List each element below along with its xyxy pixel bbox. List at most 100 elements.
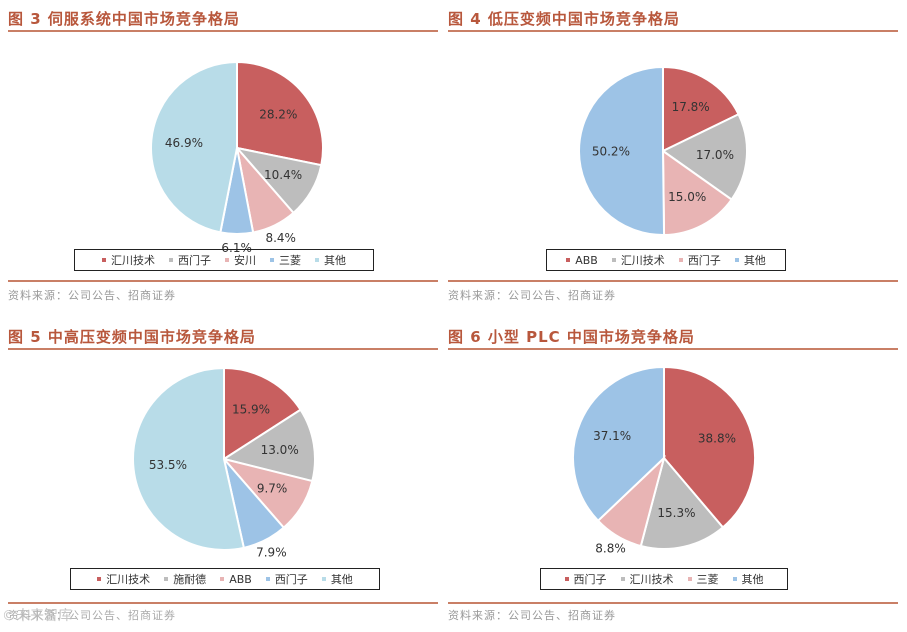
chart-legend: 汇川技术 施耐德 ABB 西门子 其他 — [70, 568, 380, 590]
legend-item: 西门子 — [678, 252, 721, 268]
data-label: 17.8% — [672, 100, 710, 114]
legend-label: 西门子 — [274, 573, 308, 586]
legend-label: ABB — [575, 253, 598, 267]
legend-label: 其他 — [324, 254, 346, 267]
bottom-rule — [448, 280, 898, 282]
legend-item: 其他 — [734, 252, 766, 268]
pie-slice — [662, 65, 740, 153]
data-label: 37.1% — [593, 429, 631, 443]
legend-item: 汇川技术 — [620, 571, 674, 587]
bottom-rule — [8, 280, 438, 282]
watermark: ©未来智库 — [2, 608, 72, 624]
chart-panel-small-plc: 图 6 小型 PLC 中国市场竞争格局 38.8% 15.3% 8.8% 37.1% … — [448, 326, 898, 626]
legend-label: 其他 — [743, 254, 766, 267]
pie-slice — [572, 365, 665, 523]
chart-legend: ABB 汇川技术 西门子 其他 — [546, 249, 786, 271]
legend-item: 西门子 — [169, 252, 211, 268]
chart-title: 图 3 伺服系统中国市场竞争格局 — [8, 10, 240, 28]
legend-swatch-icon — [225, 258, 229, 262]
source-note: 资料来源：公司公告、招商证券 — [8, 289, 176, 302]
legend-label: 汇川技术 — [629, 573, 674, 586]
data-label: 46.9% — [165, 136, 203, 150]
legend-label: 西门子 — [178, 254, 211, 267]
bottom-rule — [448, 602, 898, 604]
legend-label: 安川 — [234, 254, 256, 267]
chart-legend: 西门子 汇川技术 三菱 其他 — [540, 568, 788, 590]
legend-swatch-icon — [620, 577, 625, 581]
legend-item: 汇川技术 — [102, 252, 155, 268]
legend-item: ABB — [566, 254, 598, 267]
data-label: 38.8% — [698, 432, 736, 446]
legend-item: 西门子 — [265, 571, 308, 587]
data-label: 53.5% — [149, 458, 187, 472]
legend-swatch-icon — [315, 258, 319, 262]
title-rule — [448, 30, 898, 32]
data-label: 28.2% — [259, 107, 297, 121]
chart-title: 图 4 低压变频中国市场竞争格局 — [448, 10, 680, 28]
legend-swatch-icon — [97, 577, 102, 581]
pie-slice — [236, 60, 324, 167]
legend-item: 其他 — [732, 571, 764, 587]
legend-swatch-icon — [734, 258, 739, 262]
legend-label: 汇川技术 — [111, 254, 155, 267]
data-label: 9.7% — [257, 481, 288, 495]
pie-slice — [578, 65, 666, 236]
legend-label: 汇川技术 — [620, 254, 665, 267]
legend-label: 西门子 — [573, 573, 607, 586]
chart-title: 图 5 中高压变频中国市场竞争格局 — [8, 328, 256, 346]
source-note: 资料来源：公司公告、招商证券 — [448, 289, 616, 302]
pie-chart: 38.8% 15.3% 8.8% 37.1% — [572, 365, 756, 555]
data-label: 50.2% — [592, 144, 630, 158]
data-label: 15.3% — [657, 506, 695, 520]
pie-slice — [150, 60, 238, 234]
title-rule — [8, 348, 438, 350]
legend-item: 汇川技术 — [611, 252, 665, 268]
title-rule — [448, 348, 898, 350]
data-label: 7.9% — [256, 546, 287, 560]
legend-label: 西门子 — [687, 254, 721, 267]
pie-chart: 28.2% 10.4% 8.4% 6.1% 46.9% — [150, 60, 324, 255]
legend-label: 三菱 — [279, 254, 301, 267]
chart-title: 图 6 小型 PLC 中国市场竞争格局 — [448, 328, 695, 346]
pie-slice — [221, 408, 316, 483]
legend-item: 三菱 — [270, 252, 301, 268]
pie-slice — [223, 366, 302, 461]
data-label: 8.4% — [265, 231, 296, 245]
source-note: 资料来源：公司公告、招商证券 — [448, 609, 616, 622]
legend-item: 施耐德 — [164, 571, 206, 587]
legend-swatch-icon — [102, 258, 106, 262]
legend-swatch-icon — [270, 258, 274, 262]
legend-swatch-icon — [687, 577, 692, 581]
pie-slice — [132, 366, 246, 551]
chart-panel-low-voltage: 图 4 低压变频中国市场竞争格局 17.8% 17.0% 15.0% 50.2% AB… — [448, 8, 898, 308]
legend-swatch-icon — [265, 577, 270, 581]
source-note: 资料来源：公司公告、招商证券 — [8, 609, 176, 622]
pie-slice — [639, 455, 725, 550]
legend-label: 汇川技术 — [106, 573, 151, 586]
legend-swatch-icon — [564, 577, 569, 581]
legend-label: 其他 — [741, 573, 764, 586]
legend-label: ABB — [229, 572, 252, 586]
pie-slice — [663, 365, 756, 529]
legend-label: 其他 — [330, 573, 353, 586]
pie-chart: 15.9% 13.0% 9.7% 7.9% 53.5% — [132, 366, 316, 560]
legend-item: 西门子 — [564, 571, 607, 587]
data-label: 13.0% — [261, 443, 299, 457]
pie-slice — [661, 112, 748, 201]
legend-item: 其他 — [315, 252, 346, 268]
legend-item: 其他 — [321, 571, 353, 587]
pie-slice — [661, 149, 733, 237]
data-label: 6.1% — [221, 241, 252, 255]
legend-item: 汇川技术 — [97, 571, 150, 587]
data-label: 15.9% — [232, 402, 270, 416]
legend-swatch-icon — [164, 577, 169, 581]
data-label: 17.0% — [696, 148, 734, 162]
chart-legend: 汇川技术 西门子 安川 三菱 其他 — [74, 249, 374, 271]
legend-swatch-icon — [169, 258, 173, 262]
legend-swatch-icon — [220, 577, 225, 581]
title-rule — [8, 30, 438, 32]
pie-chart: 17.8% 17.0% 15.0% 50.2% — [578, 65, 748, 237]
legend-label: 三菱 — [696, 573, 719, 586]
chart-panel-mid-high-voltage: 图 5 中高压变频中国市场竞争格局 15.9% 13.0% 9.7% 7.9% 53.5… — [8, 326, 438, 626]
legend-swatch-icon — [611, 258, 616, 262]
